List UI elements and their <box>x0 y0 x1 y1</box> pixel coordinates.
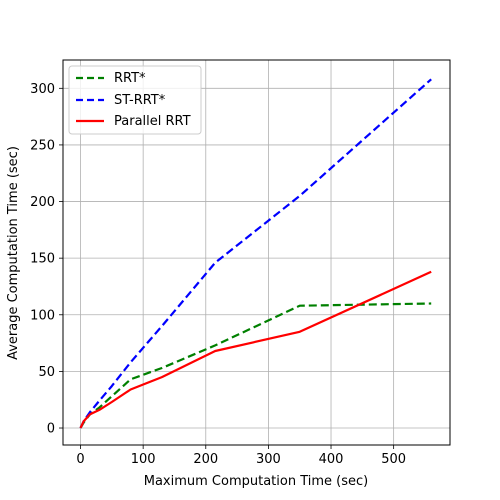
x-tick-label: 300 <box>256 452 281 467</box>
series-line-parallel-rrt <box>79 270 432 429</box>
x-tick-label: 100 <box>131 452 156 467</box>
legend-label-st-rrt-star: ST-RRT* <box>114 93 166 108</box>
legend-label-parallel-rrt: Parallel RRT <box>114 114 191 129</box>
y-tick-label: 50 <box>38 365 55 380</box>
legend-box <box>68 65 202 135</box>
x-axis-ticks: 0 100 200 300 400 500 <box>76 445 406 467</box>
y-tick-label: 300 <box>30 82 55 97</box>
grid <box>63 60 450 445</box>
legend-label-rrt-star: RRT* <box>114 71 146 86</box>
x-tick-label: 400 <box>319 452 344 467</box>
x-tick-label: 500 <box>381 452 406 467</box>
y-tick-label: 150 <box>30 252 55 267</box>
x-tick-label: 200 <box>193 452 218 467</box>
y-axis-ticks: 0 50 100 150 200 250 300 <box>30 82 63 437</box>
y-tick-label: 250 <box>30 138 55 153</box>
series-lines <box>79 78 432 429</box>
x-axis-title: Maximum Computation Time (sec) <box>144 474 368 489</box>
y-tick-label: 200 <box>30 195 55 210</box>
x-tick-label: 0 <box>76 452 84 467</box>
y-axis-title: Average Computation Time (sec) <box>6 146 21 360</box>
legend: RRT* ST-RRT* Parallel RRT <box>68 65 202 135</box>
y-tick-label: 0 <box>47 422 55 437</box>
plot-frame <box>62 59 451 446</box>
series-line-rrt-star <box>79 302 432 429</box>
y-tick-label: 100 <box>30 308 55 323</box>
